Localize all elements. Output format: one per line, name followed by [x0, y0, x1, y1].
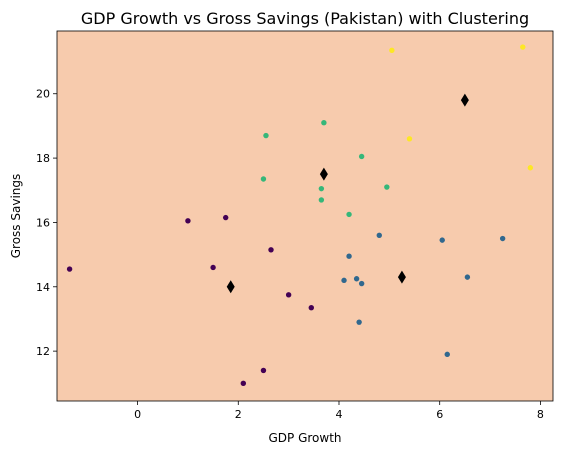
data-point-cluster-0	[210, 264, 216, 271]
x-tick-label: 2	[235, 408, 242, 421]
centroid-marker	[397, 270, 406, 284]
data-points	[66, 44, 534, 387]
data-point-cluster-2	[318, 185, 325, 192]
y-tick-label: 20	[36, 88, 50, 101]
y-axis: 12 14 16 18 20	[36, 88, 57, 358]
data-point-cluster-2	[384, 184, 390, 190]
data-point-cluster-3	[527, 165, 534, 171]
data-point-cluster-1	[444, 351, 450, 358]
data-point-cluster-3	[520, 44, 526, 50]
chart-title: GDP Growth vs Gross Savings (Pakistan) w…	[81, 9, 529, 28]
data-point-cluster-2	[263, 132, 269, 139]
x-tick-label: 8	[537, 408, 544, 421]
x-tick-label: 4	[335, 408, 342, 421]
centroid-marker	[319, 167, 328, 181]
data-point-cluster-0	[268, 247, 274, 253]
data-point-cluster-1	[346, 253, 352, 259]
data-point-cluster-3	[389, 47, 395, 54]
data-point-cluster-1	[356, 319, 362, 325]
data-point-cluster-2	[358, 153, 365, 160]
x-tick-label: 0	[134, 408, 141, 421]
y-tick-label: 16	[36, 216, 50, 229]
y-tick-label: 18	[36, 152, 50, 165]
data-point-cluster-2	[318, 197, 325, 203]
y-tick-label: 12	[36, 345, 50, 358]
x-axis-label: GDP Growth	[268, 431, 341, 445]
x-tick-label: 6	[436, 408, 443, 421]
data-point-cluster-2	[346, 211, 352, 218]
data-point-cluster-1	[439, 237, 445, 243]
data-point-cluster-1	[376, 232, 382, 239]
y-tick-label: 14	[36, 281, 50, 294]
data-point-cluster-2	[321, 119, 327, 126]
data-point-cluster-3	[406, 136, 413, 142]
data-point-cluster-0	[240, 380, 247, 387]
centroid-marker	[226, 280, 235, 294]
y-axis-label: Gross Savings	[9, 174, 23, 259]
data-point-cluster-1	[358, 280, 365, 287]
data-point-cluster-1	[499, 235, 506, 242]
centroid-marker	[460, 93, 469, 107]
data-point-cluster-1	[464, 274, 471, 280]
data-point-cluster-0	[222, 214, 229, 221]
data-point-cluster-0	[285, 292, 292, 298]
data-point-cluster-0	[260, 367, 267, 374]
cluster-centroids	[226, 93, 469, 294]
x-axis: 0 2 4 6 8	[134, 401, 544, 421]
plot-area	[56, 30, 554, 402]
data-point-cluster-0	[66, 266, 73, 272]
data-point-cluster-0	[185, 218, 191, 224]
data-point-cluster-2	[260, 176, 267, 182]
data-point-cluster-0	[308, 304, 314, 311]
data-point-cluster-1	[341, 277, 347, 284]
data-point-cluster-1	[353, 276, 360, 282]
